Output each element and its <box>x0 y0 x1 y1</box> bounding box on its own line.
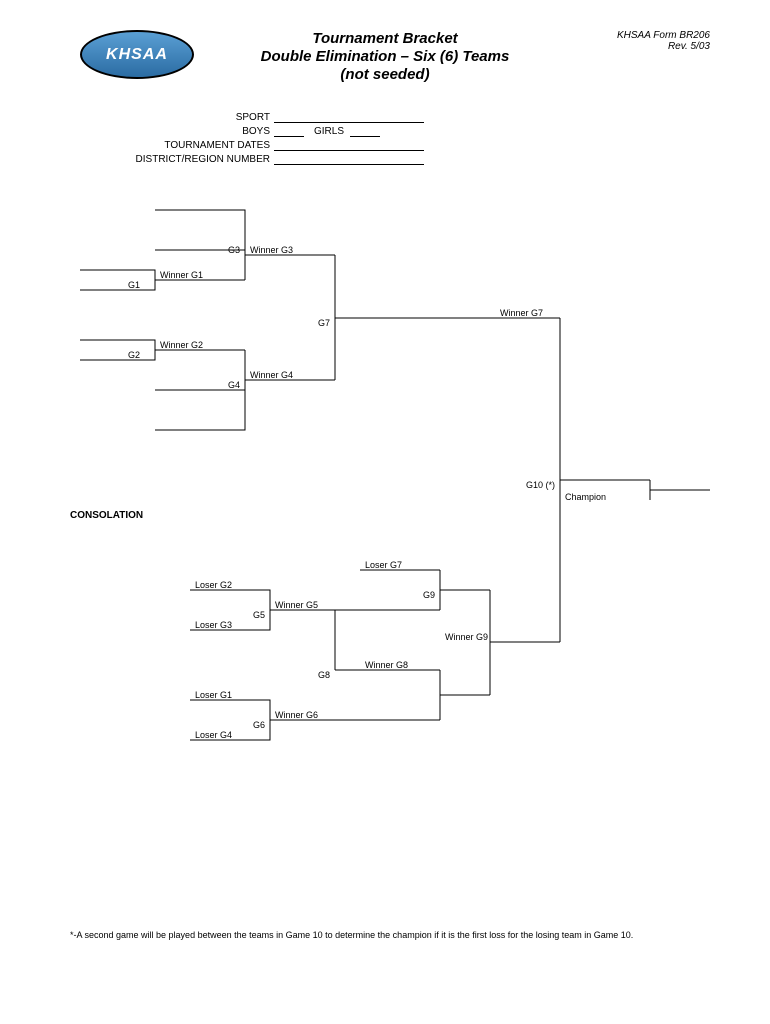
svg-text:Winner G2: Winner G2 <box>160 340 203 350</box>
district-label: DISTRICT/REGION NUMBER <box>130 154 274 165</box>
svg-text:G1: G1 <box>128 280 140 290</box>
svg-text:G10 (*): G10 (*) <box>526 480 555 490</box>
svg-text:Winner G4: Winner G4 <box>250 370 293 380</box>
bracket-diagram: G1 Winner G1 G2 Winner G2 G3 Winner G3 G… <box>70 190 710 910</box>
footnote: *-A second game will be played between t… <box>70 930 633 940</box>
girls-input[interactable] <box>350 124 380 137</box>
district-input[interactable] <box>274 152 424 165</box>
dates-label: TOURNAMENT DATES <box>130 140 274 151</box>
svg-text:Winner G8: Winner G8 <box>365 660 408 670</box>
svg-text:Winner G5: Winner G5 <box>275 600 318 610</box>
girls-label: GIRLS <box>314 126 344 137</box>
svg-text:G6: G6 <box>253 720 265 730</box>
svg-text:Winner G7: Winner G7 <box>500 308 543 318</box>
svg-text:G2: G2 <box>128 350 140 360</box>
title-line1: Tournament Bracket <box>0 30 770 48</box>
svg-text:Loser G2: Loser G2 <box>195 580 232 590</box>
svg-text:Loser G3: Loser G3 <box>195 620 232 630</box>
svg-text:Loser G4: Loser G4 <box>195 730 232 740</box>
svg-text:Winner G6: Winner G6 <box>275 710 318 720</box>
svg-text:G3: G3 <box>228 245 240 255</box>
dates-input[interactable] <box>274 138 424 151</box>
svg-text:Winner G9: Winner G9 <box>445 632 488 642</box>
svg-text:Winner G3: Winner G3 <box>250 245 293 255</box>
svg-text:G8: G8 <box>318 670 330 680</box>
svg-text:Winner G1: Winner G1 <box>160 270 203 280</box>
title-block: Tournament Bracket Double Elimination – … <box>0 30 770 84</box>
sport-input[interactable] <box>274 110 424 123</box>
boys-input[interactable] <box>274 124 304 137</box>
svg-text:Loser G7: Loser G7 <box>365 560 402 570</box>
svg-text:G7: G7 <box>318 318 330 328</box>
svg-text:Champion: Champion <box>565 492 606 502</box>
svg-text:G9: G9 <box>423 590 435 600</box>
title-line3: (not seeded) <box>0 66 770 84</box>
title-line2: Double Elimination – Six (6) Teams <box>0 48 770 66</box>
svg-text:G4: G4 <box>228 380 240 390</box>
boys-label: BOYS <box>130 126 274 137</box>
form-fields: SPORT BOYS GIRLS TOURNAMENT DATES DISTRI… <box>130 110 424 166</box>
svg-text:G5: G5 <box>253 610 265 620</box>
sport-label: SPORT <box>130 112 274 123</box>
svg-text:Loser G1: Loser G1 <box>195 690 232 700</box>
